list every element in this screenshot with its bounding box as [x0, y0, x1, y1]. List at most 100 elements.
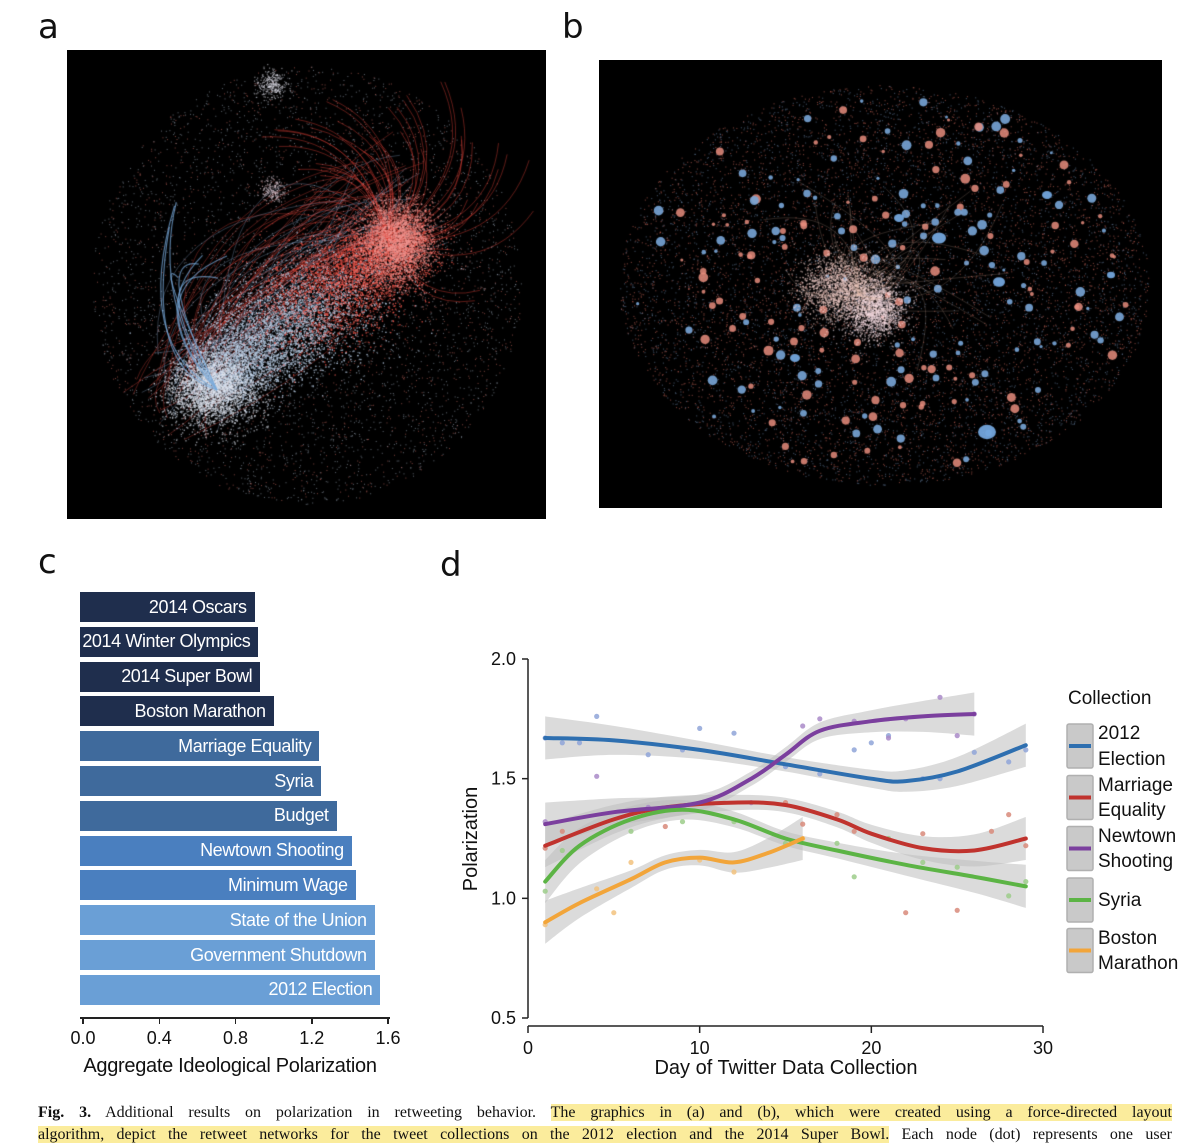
bar-2014-winter-olympics: 2014 Winter Olympics	[80, 626, 259, 657]
point-newtown-shooting	[817, 716, 823, 722]
point-2012-election	[731, 730, 737, 736]
polarization-line-chart: 0.5 1.0 1.5 2.0 0 10 20 30 Polarization Day of …	[460, 649, 1178, 1079]
caption-line-2: algorithm, depict the retweet networks f…	[38, 1124, 1172, 1146]
x-tick-label: 30	[1033, 1038, 1053, 1058]
point-syria	[628, 828, 634, 834]
legend-label: 2012	[1098, 723, 1140, 744]
point-syria	[1006, 893, 1012, 899]
point-2012-election	[851, 747, 857, 753]
point-marriage-equality	[954, 907, 960, 913]
legend-title: Collection	[1068, 688, 1151, 709]
figure-caption: Fig. 3. Additional results on polarizati…	[38, 1102, 1172, 1146]
line-marriage-equality	[543, 800, 1028, 854]
x-tick-mark	[387, 1017, 389, 1024]
legend-label: Syria	[1098, 890, 1142, 911]
band-2012-election	[545, 716, 1026, 792]
x-tick-label: 1.6	[375, 1028, 401, 1048]
legend-label: Shooting	[1098, 851, 1173, 872]
panel-label-c: c	[38, 542, 57, 582]
caption-highlight: algorithm, depict the retweet networks f…	[38, 1126, 890, 1143]
point-2012-election	[1023, 747, 1029, 753]
bar-label: Syria	[274, 770, 314, 791]
x-tick-label: 10	[690, 1038, 710, 1058]
caption-text: Additional results on polarization in re…	[91, 1104, 551, 1121]
point-2012-election	[697, 725, 703, 731]
y-tick-label: 2.0	[491, 649, 516, 669]
legend-label: Marriage	[1098, 775, 1173, 796]
bar-label: State of the Union	[229, 909, 367, 930]
point-newtown-shooting	[800, 723, 806, 729]
point-marriage-equality	[559, 828, 565, 834]
point-newtown-shooting	[885, 735, 892, 741]
point-boston-marathon	[731, 869, 737, 875]
bar-label: Boston Marathon	[134, 700, 266, 721]
caption-line-1: Fig. 3. Additional results on polarizati…	[38, 1102, 1172, 1124]
y-tick-label: 1.0	[491, 888, 516, 908]
point-2012-election	[559, 740, 565, 746]
legend: Collection 2012 Election Marriage Equality Ne…	[1066, 688, 1178, 974]
caption-text: Each node (dot) represents one user	[889, 1126, 1172, 1143]
point-2012-election	[1006, 759, 1012, 765]
point-2012-election	[971, 749, 977, 755]
x-tick-label: 0.8	[222, 1028, 249, 1048]
bar-newtown-shooting: Newtown Shooting	[80, 835, 352, 866]
point-newtown-shooting	[954, 733, 960, 739]
point-marriage-equality	[920, 831, 926, 837]
point-marriage-equality	[903, 910, 909, 916]
smoothed-lines	[543, 712, 1028, 925]
point-syria	[851, 874, 857, 880]
point-marriage-equality	[662, 823, 668, 830]
point-2012-election	[645, 752, 651, 758]
point-2012-election	[817, 771, 823, 777]
retweet-network-image-b	[599, 60, 1162, 508]
bar-state-of-the-union: State of the Union	[80, 905, 375, 936]
point-syria	[542, 888, 548, 894]
bar-budget: Budget	[80, 800, 337, 831]
x-axis-title: Aggregate Ideological Polarization	[83, 1055, 377, 1077]
legend-label: Newtown	[1098, 826, 1176, 847]
panel-label-d: d	[440, 545, 462, 585]
point-newtown-shooting	[594, 773, 600, 779]
polarization-bar-chart: 0.0 0.4 0.8 1.2 1.6 2014 Oscars 2014 Winter O…	[0, 0, 440, 1095]
line-syria	[543, 807, 1028, 889]
x-tick-mark	[234, 1017, 237, 1024]
bar-2014-oscars: 2014 Oscars	[80, 592, 255, 622]
point-syria	[834, 840, 840, 846]
bar-government-shutdown: Government Shutdown	[80, 940, 375, 970]
bar-2014-super-bowl: 2014 Super Bowl	[80, 661, 261, 692]
line-2012-election	[543, 736, 1028, 784]
x-tick-label: 0.0	[70, 1028, 96, 1048]
y-axis-title: Polarization	[460, 787, 482, 892]
bar-boston-marathon: Boston Marathon	[80, 696, 274, 727]
legend-label: Equality	[1098, 800, 1166, 821]
point-marriage-equality	[1006, 812, 1012, 818]
retweet-network-image-a	[67, 50, 546, 519]
x-tick-label: 20	[861, 1038, 881, 1058]
point-syria	[679, 819, 686, 825]
point-marriage-equality	[851, 828, 857, 834]
bar-label: Government Shutdown	[190, 944, 367, 965]
bar-syria: Syria	[80, 766, 322, 796]
line-newtown-shooting	[543, 712, 977, 827]
bar-label: 2014 Winter Olympics	[82, 631, 251, 652]
bar-marriage-equality: Marriage Equality	[80, 731, 320, 762]
bar-label: 2014 Oscars	[148, 596, 247, 617]
y-tick-label: 1.5	[491, 769, 516, 789]
point-syria	[1023, 879, 1029, 885]
point-syria	[954, 864, 960, 870]
panel-label-a: a	[38, 7, 59, 47]
legend-label: Election	[1098, 749, 1166, 770]
bar-label: Minimum Wage	[228, 874, 348, 895]
legend-label: Boston	[1098, 928, 1157, 949]
axes: 0.5 1.0 1.5 2.0 0 10 20 30	[491, 649, 1053, 1058]
point-syria	[920, 859, 926, 865]
point-marriage-equality	[1023, 843, 1029, 849]
point-boston-marathon	[628, 859, 634, 865]
panel-label-b: b	[562, 7, 584, 47]
point-2012-election	[868, 740, 874, 746]
bar-minimum-wage: Minimum Wage	[80, 870, 356, 901]
bar-label: 2014 Super Bowl	[121, 666, 253, 687]
point-marriage-equality	[834, 812, 840, 818]
bar-label: Marriage Equality	[178, 735, 312, 756]
bar-label: Budget	[273, 805, 329, 826]
